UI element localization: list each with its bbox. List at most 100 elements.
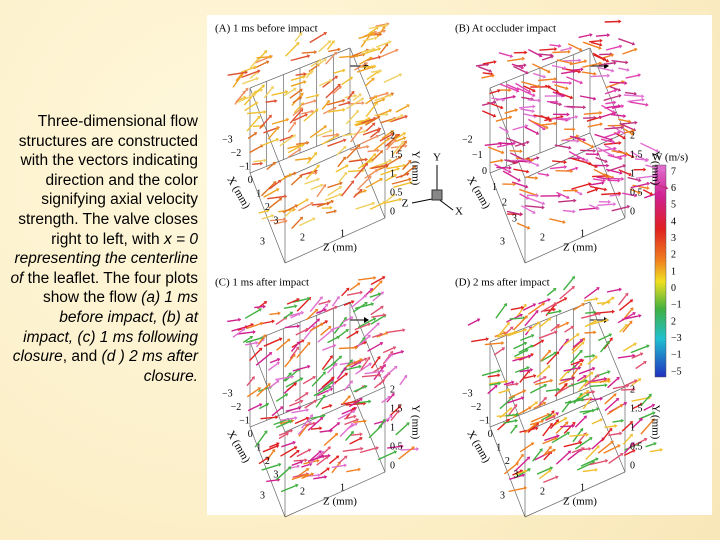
vector-head <box>305 408 310 413</box>
vector-head <box>643 437 648 442</box>
vector-head <box>623 153 628 158</box>
vector-head <box>554 77 558 82</box>
vector-head <box>300 92 304 97</box>
vector <box>294 417 307 425</box>
vector-head <box>316 458 320 463</box>
vector <box>576 376 585 382</box>
vector-head <box>513 403 518 408</box>
vector-head <box>593 330 597 335</box>
vector <box>325 53 336 65</box>
vector <box>627 176 639 181</box>
z-tick-label: 1 <box>340 482 345 493</box>
vector <box>305 422 314 427</box>
vector-head <box>617 104 622 109</box>
vector <box>246 388 259 398</box>
vector <box>540 352 555 362</box>
vector-head <box>624 81 628 86</box>
vector <box>537 172 547 176</box>
vector-head <box>263 110 267 115</box>
vector <box>618 294 627 306</box>
vector <box>632 403 642 410</box>
vector <box>631 353 641 359</box>
vector <box>305 166 319 180</box>
vector-head <box>554 121 558 126</box>
vector <box>589 460 606 466</box>
vector <box>625 91 635 95</box>
vector-head <box>334 362 338 367</box>
vector-head <box>357 467 361 472</box>
vector <box>347 423 356 430</box>
vector-head <box>563 160 567 165</box>
vector-head <box>628 172 632 177</box>
z-tick-label: 1 <box>580 482 585 493</box>
vector-head <box>275 380 280 384</box>
vector-head <box>360 97 365 102</box>
vector <box>263 127 278 134</box>
vector-head <box>342 98 346 103</box>
vector <box>622 343 635 352</box>
vector-head <box>595 297 599 301</box>
vector-head <box>396 410 400 414</box>
vector-head <box>381 97 386 102</box>
vector <box>341 77 351 86</box>
vector-head <box>556 324 560 328</box>
vector <box>503 381 512 386</box>
vector <box>591 438 604 450</box>
vector <box>552 117 566 121</box>
vector-head <box>501 347 506 351</box>
vector-head <box>307 296 311 301</box>
vector-head <box>284 219 288 224</box>
vector <box>593 168 608 178</box>
vector-head <box>508 169 512 174</box>
vector-head <box>298 96 303 100</box>
vector <box>327 364 336 374</box>
vector <box>308 415 323 420</box>
vector-head <box>508 88 512 93</box>
vector-head <box>253 132 258 136</box>
vector-head <box>547 298 551 302</box>
vector-head <box>334 305 338 310</box>
vector-head <box>385 163 389 168</box>
vector-head <box>412 165 417 169</box>
vector-head <box>262 304 266 309</box>
vector <box>339 361 354 366</box>
vector <box>512 125 526 131</box>
vector-head <box>350 430 354 435</box>
vector-head <box>395 48 399 53</box>
vector-head <box>329 205 333 210</box>
vector-head <box>244 70 248 75</box>
vector <box>354 303 372 310</box>
vector-head <box>315 108 319 112</box>
vector <box>332 87 341 95</box>
colorbar-tick-label: −5 <box>671 366 682 377</box>
vector-head <box>377 47 382 52</box>
vector <box>337 411 354 420</box>
vector <box>246 377 254 387</box>
vector <box>376 41 390 48</box>
vector <box>617 355 633 359</box>
vector <box>345 359 361 368</box>
vector-head <box>585 158 589 163</box>
vector-head <box>646 344 650 349</box>
vector-head <box>296 298 300 302</box>
vector-head <box>524 50 528 55</box>
vector-head <box>634 47 638 52</box>
vector-head <box>606 340 610 345</box>
vector <box>621 122 635 125</box>
vector-head <box>523 469 528 474</box>
vector <box>369 24 386 30</box>
vector-head <box>575 134 580 139</box>
vector-head <box>306 341 311 346</box>
vector <box>618 67 628 71</box>
vector <box>603 95 619 101</box>
vector-head <box>323 58 327 62</box>
vector <box>577 434 586 443</box>
vector-head <box>320 322 324 327</box>
vector-head <box>612 140 616 144</box>
vector-head <box>521 473 526 478</box>
vector <box>325 85 340 99</box>
vector <box>543 449 554 456</box>
vector-head <box>571 424 576 428</box>
vector <box>611 125 624 134</box>
x-tick-label: −2 <box>231 402 242 413</box>
